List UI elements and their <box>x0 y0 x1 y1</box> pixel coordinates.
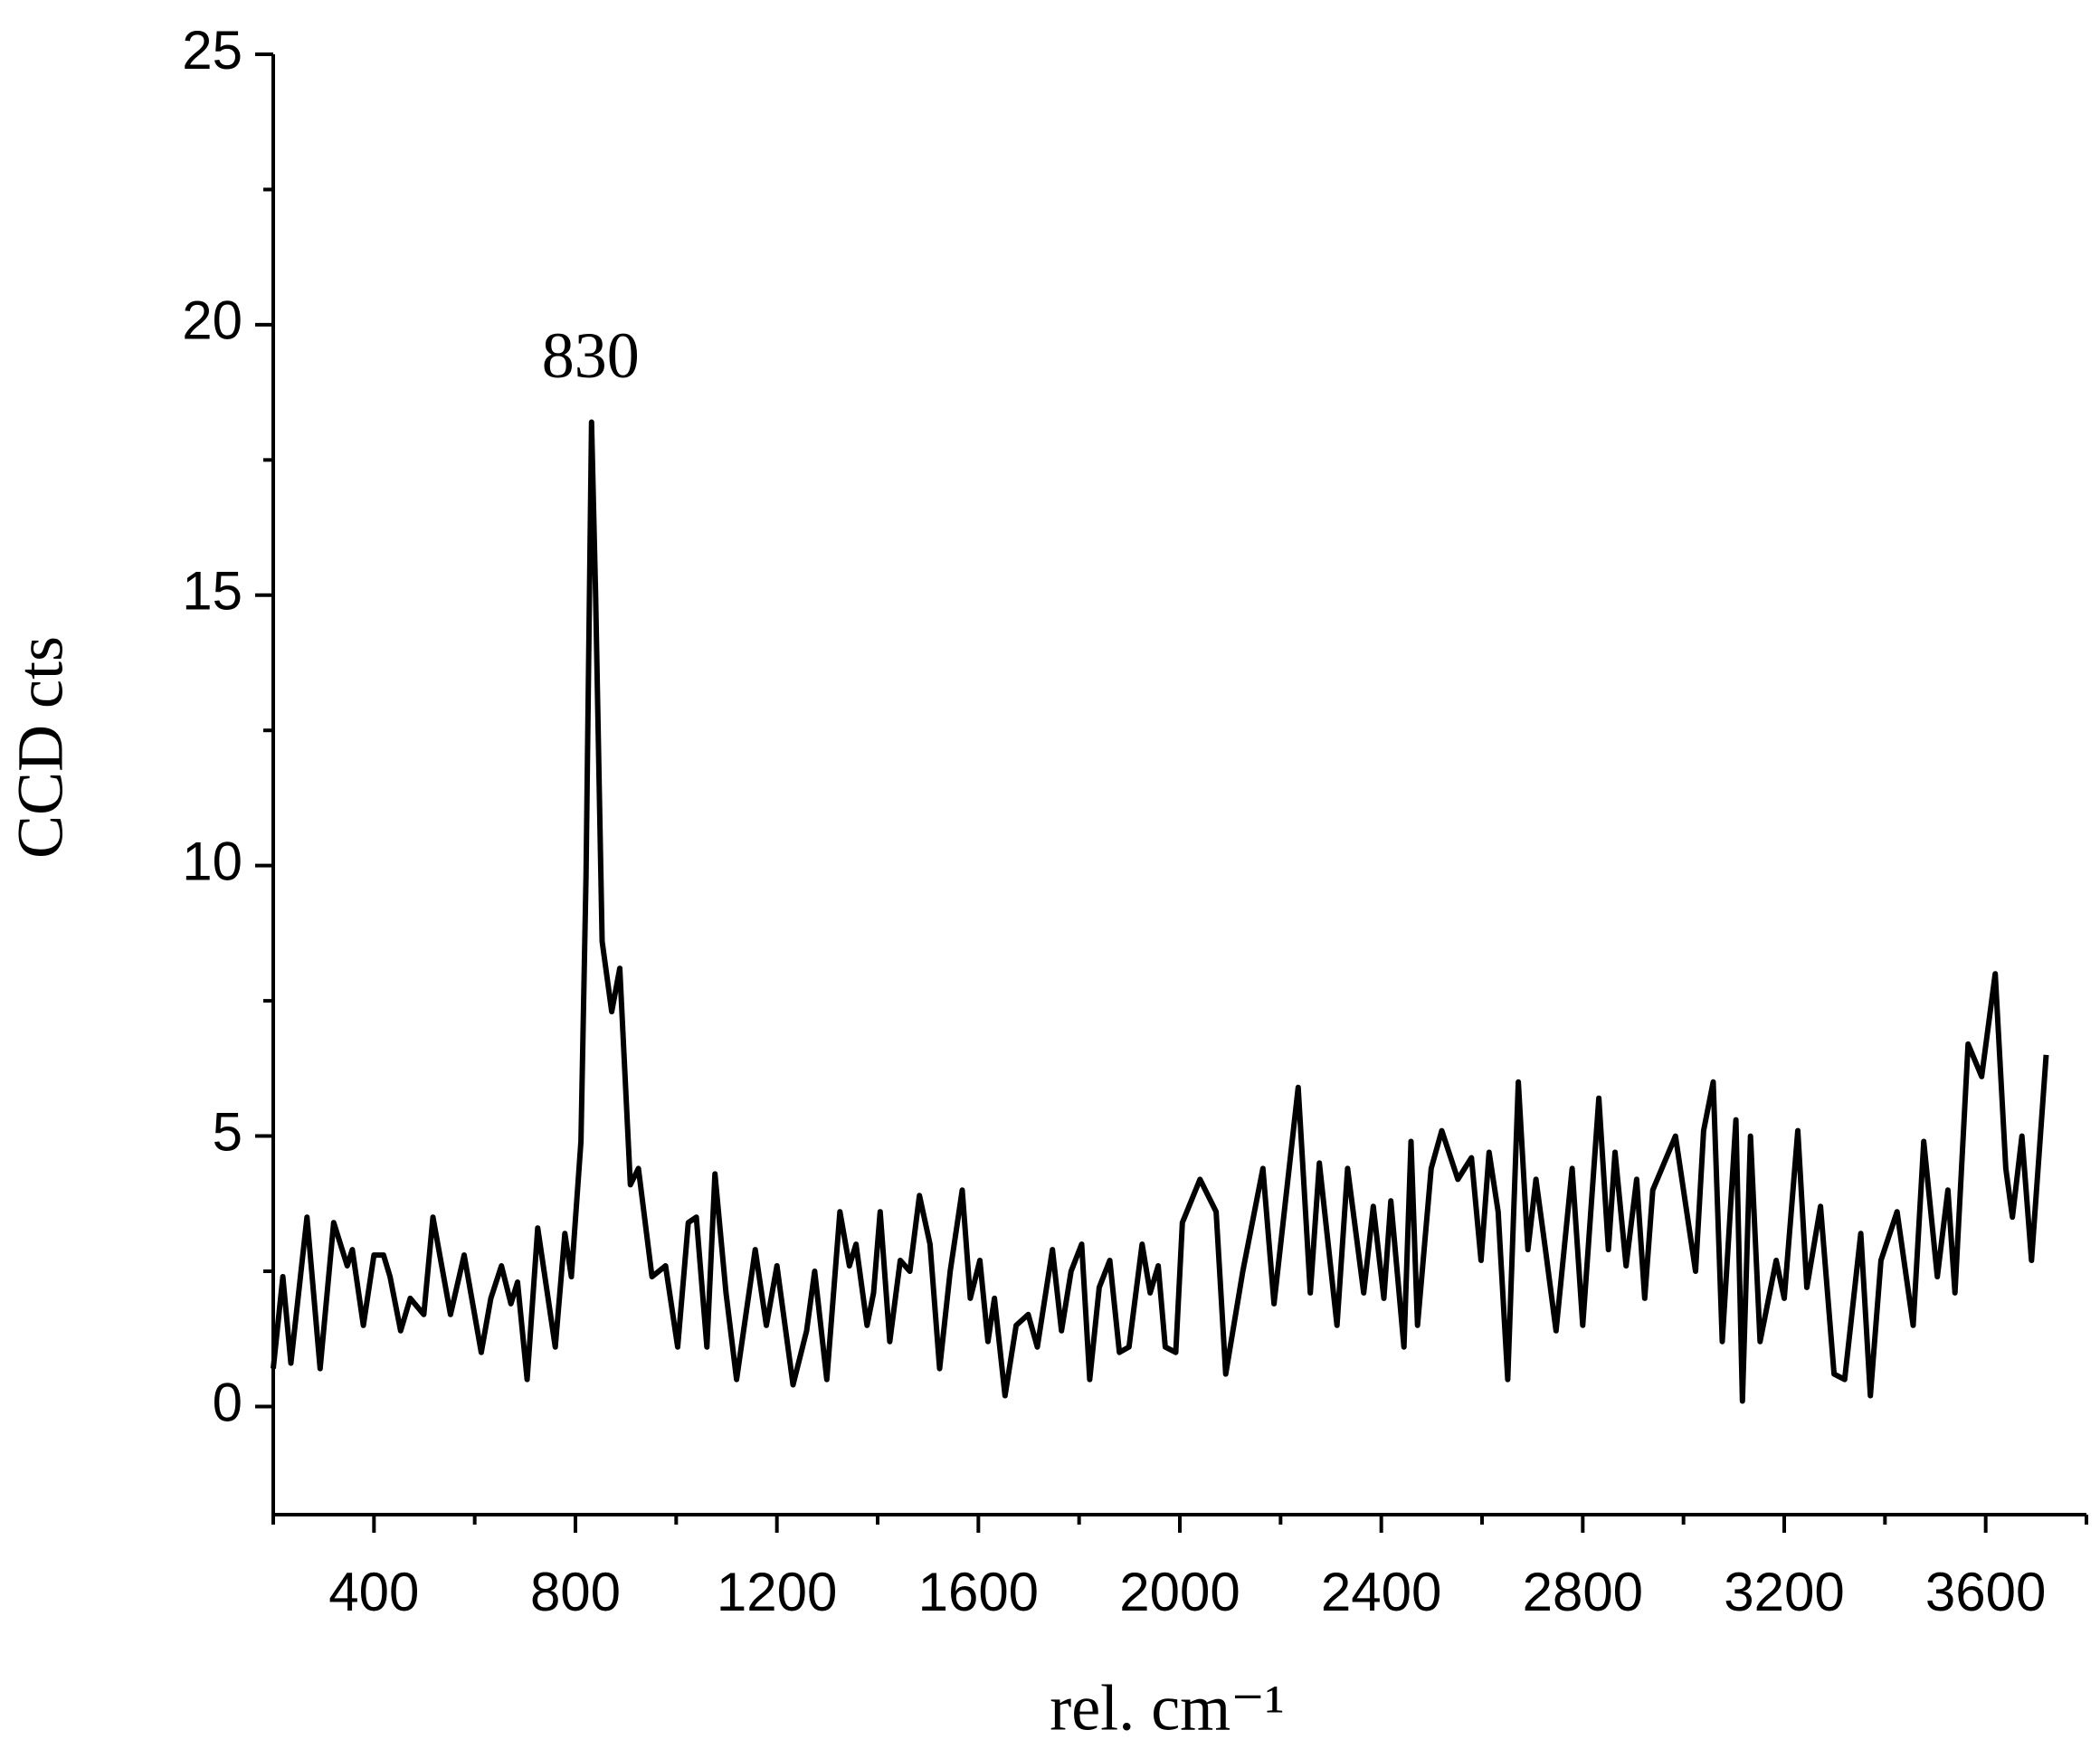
y-tick-label: 15 <box>182 561 242 622</box>
y-tick-label: 20 <box>182 290 242 351</box>
x-tick-label: 800 <box>530 1562 621 1622</box>
x-tick-label: 1600 <box>918 1562 1039 1622</box>
x-tick-label: 400 <box>328 1562 419 1622</box>
spectrum-line <box>271 419 2049 1404</box>
x-tick-label: 3600 <box>1925 1562 2046 1622</box>
x-tick-label: 2000 <box>1119 1562 1240 1622</box>
y-tick-label: 0 <box>213 1372 242 1432</box>
x-tick-label: 1200 <box>717 1562 837 1622</box>
y-tick-label: 25 <box>182 20 242 81</box>
y-axis-label: CCD cts <box>5 636 77 859</box>
x-tick-label: 2800 <box>1523 1562 1643 1622</box>
y-tick-label: 5 <box>213 1101 242 1162</box>
x-tick-label: 3200 <box>1724 1562 1844 1622</box>
x-axis-label: rel. cm⁻¹ <box>1050 1672 1285 1744</box>
y-tick-label: 10 <box>182 832 242 892</box>
annotation: 830 <box>542 319 640 392</box>
x-tick-label: 2400 <box>1321 1562 1441 1622</box>
